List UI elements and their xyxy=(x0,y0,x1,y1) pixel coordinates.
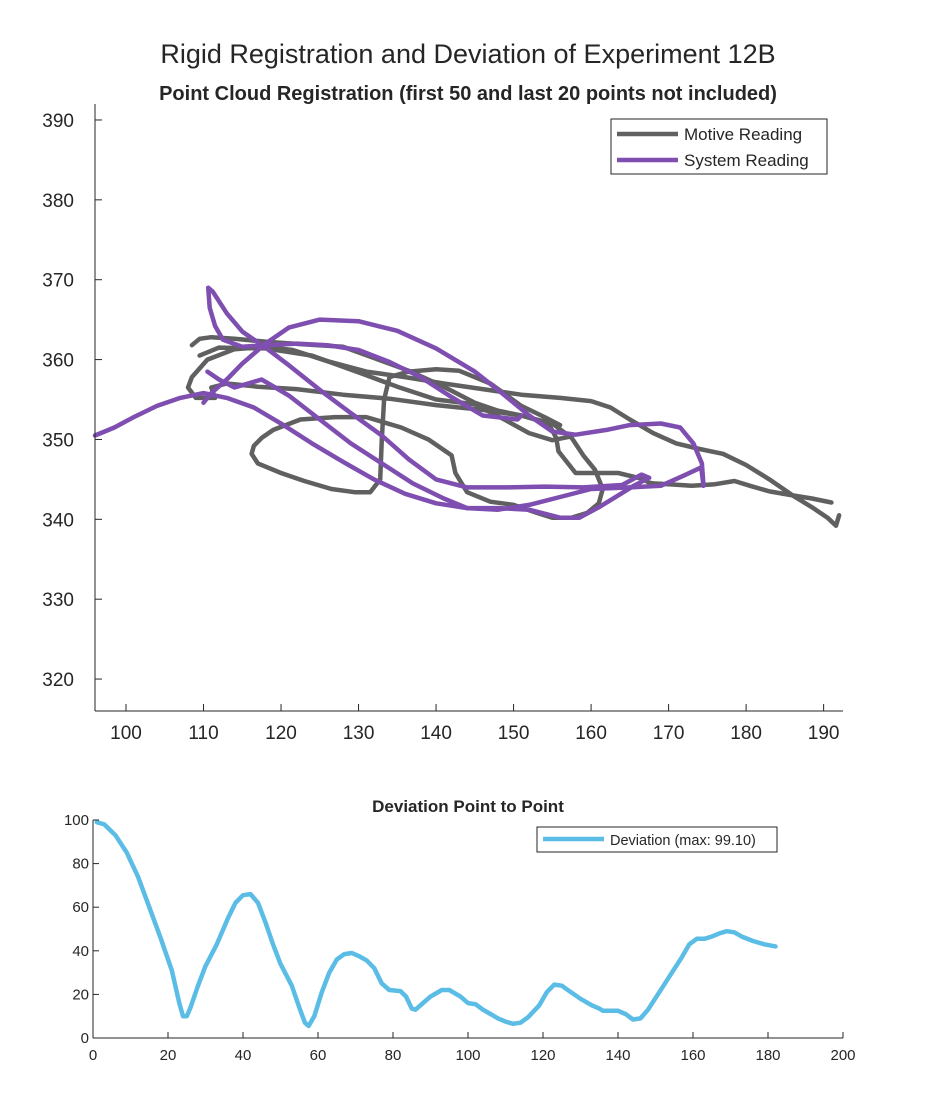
y-tick-label: 340 xyxy=(42,510,74,531)
chart2-series-group xyxy=(94,819,778,1029)
x-tick-label: 180 xyxy=(730,723,762,744)
x-tick-label: 100 xyxy=(455,1047,480,1064)
x-tick-label: 20 xyxy=(160,1047,177,1064)
chart1-series-group xyxy=(92,285,842,528)
x-tick-label: 120 xyxy=(265,723,297,744)
x-tick-label: 80 xyxy=(385,1047,402,1064)
series-line-motive-reading-continued xyxy=(189,334,605,520)
series-line-system-reading-continued xyxy=(201,317,706,512)
chart2-legend: Deviation (max: 99.10) xyxy=(536,826,778,853)
x-tick-label: 160 xyxy=(680,1047,705,1064)
series-line-system-reading xyxy=(92,285,652,520)
chart1-legend: Motive Reading System Reading xyxy=(610,118,828,175)
y-tick-label: 370 xyxy=(42,271,74,292)
y-tick-label: 320 xyxy=(42,670,74,691)
x-tick-label: 140 xyxy=(420,723,452,744)
x-tick-label: 100 xyxy=(110,723,142,744)
legend-label-deviation: Deviation (max: 99.10) xyxy=(610,833,756,849)
y-tick-label: 100 xyxy=(64,812,89,829)
x-tick-label: 200 xyxy=(830,1047,855,1064)
y-tick-label: 360 xyxy=(42,351,74,372)
x-tick-label: 40 xyxy=(235,1047,252,1064)
chart1-axes: 100 110 120 130 140 150 160 170 180 190 320 330 340 3… xyxy=(42,104,843,744)
y-tick-label: 350 xyxy=(42,430,74,451)
point-cloud-registration-chart: Point Cloud Registration (first 50 and l… xyxy=(42,83,843,744)
chart1-title: Point Cloud Registration (first 50 and l… xyxy=(159,83,777,105)
chart2-axes: 0 20 40 60 80 100 120 140 160 180 200 0 20 40 60 80 100 xyxy=(64,812,856,1064)
series-line-motive-reading xyxy=(185,344,842,528)
y-tick-label: 380 xyxy=(42,191,74,212)
x-tick-label: 190 xyxy=(808,723,840,744)
x-tick-label: 110 xyxy=(188,723,218,744)
x-tick-label: 180 xyxy=(755,1047,780,1064)
legend-label-system-reading: System Reading xyxy=(684,151,809,170)
y-tick-label: 390 xyxy=(42,111,74,132)
x-tick-label: 160 xyxy=(575,723,607,744)
series-line-deviation-max-99-10 xyxy=(94,819,778,1029)
legend-label-motive-reading: Motive Reading xyxy=(684,125,802,144)
y-tick-label: 330 xyxy=(42,590,74,611)
y-tick-label: 40 xyxy=(72,943,89,960)
deviation-chart: Deviation Point to Point 0 20 40 60 80 100 120… xyxy=(64,797,856,1064)
chart2-title: Deviation Point to Point xyxy=(372,797,564,816)
x-tick-label: 0 xyxy=(89,1047,97,1064)
y-tick-label: 0 xyxy=(81,1030,89,1047)
x-tick-label: 130 xyxy=(343,723,375,744)
x-tick-label: 150 xyxy=(498,723,530,744)
y-tick-label: 80 xyxy=(72,856,89,873)
x-tick-label: 120 xyxy=(530,1047,555,1064)
figure-suptitle: Rigid Registration and Deviation of Expe… xyxy=(160,39,775,69)
y-tick-label: 20 xyxy=(72,986,89,1003)
chart1-legend-box xyxy=(610,118,828,175)
x-tick-label: 60 xyxy=(310,1047,327,1064)
y-tick-label: 60 xyxy=(72,899,89,916)
x-tick-label: 170 xyxy=(653,723,685,744)
x-tick-label: 140 xyxy=(605,1047,630,1064)
